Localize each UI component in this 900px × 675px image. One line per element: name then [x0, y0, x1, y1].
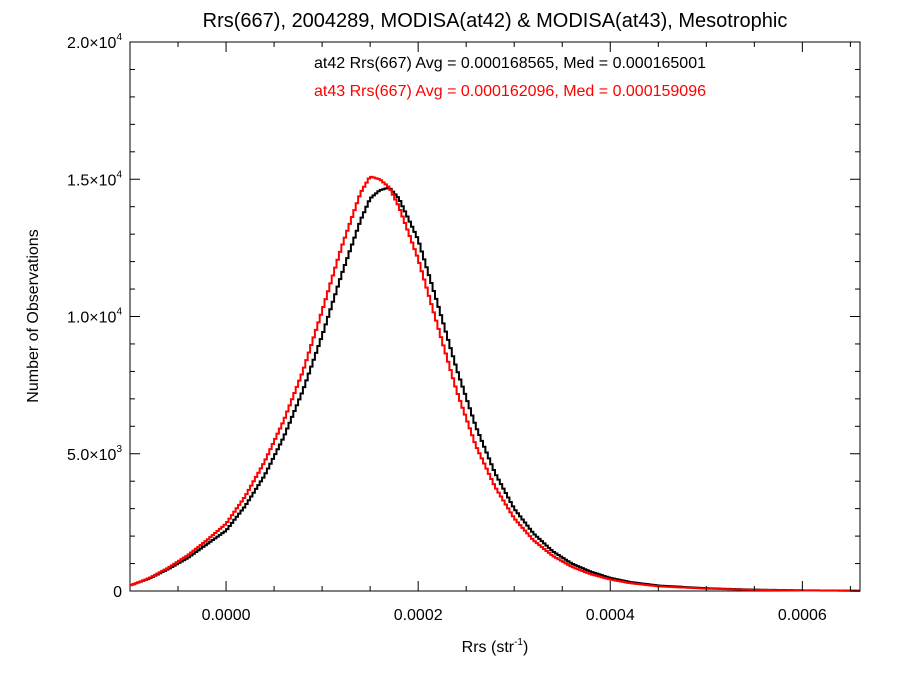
x-tick-label: 0.0000 — [202, 607, 251, 624]
y-tick-label-base: 1.5×10 — [67, 172, 116, 189]
x-axis-label-base: Rrs (str — [462, 639, 515, 656]
annotation-at42: at42 Rrs(667) Avg = 0.000168565, Med = 0… — [314, 55, 706, 72]
y-tick-label-base: 0 — [113, 584, 122, 601]
x-axis-label-sup: -1 — [514, 637, 523, 648]
x-axis-ticks: 0.0000 0.0002 0.0004 0.0006 — [177, 42, 851, 624]
y-tick-label-exp: 3 — [116, 444, 122, 455]
x-tick-label: 0.0002 — [394, 607, 443, 624]
x-axis-label: Rrs (str-1) — [462, 637, 529, 656]
y-tick-label-exp: 4 — [116, 32, 122, 43]
series-at42-line — [130, 186, 860, 592]
x-axis-label-tail: ) — [523, 639, 528, 656]
x-tick-label: 0.0006 — [778, 607, 827, 624]
y-tick-label-base: 1.0×10 — [67, 310, 116, 327]
y-tick-label-base: 5.0×10 — [67, 447, 116, 464]
chart-title: Rrs(667), 2004289, MODISA(at42) & MODISA… — [203, 10, 788, 32]
y-tick-label: 5.0×103 — [67, 444, 122, 464]
annotation-at43: at43 Rrs(667) Avg = 0.000162096, Med = 0… — [314, 83, 706, 100]
y-tick-label: 1.5×104 — [67, 169, 122, 189]
series-layer — [130, 175, 860, 592]
y-tick-label-exp: 4 — [116, 307, 122, 318]
y-tick-label: 0 — [113, 584, 122, 601]
y-tick-label-exp: 4 — [116, 169, 122, 180]
y-tick-label: 2.0×104 — [67, 32, 122, 52]
y-tick-label-base: 2.0×10 — [67, 35, 116, 52]
series-at43-line — [130, 175, 860, 592]
y-axis-label: Number of Observations — [25, 229, 42, 402]
y-tick-label: 1.0×104 — [67, 307, 122, 327]
x-tick-label: 0.0004 — [586, 607, 635, 624]
plot-frame — [129, 41, 861, 592]
